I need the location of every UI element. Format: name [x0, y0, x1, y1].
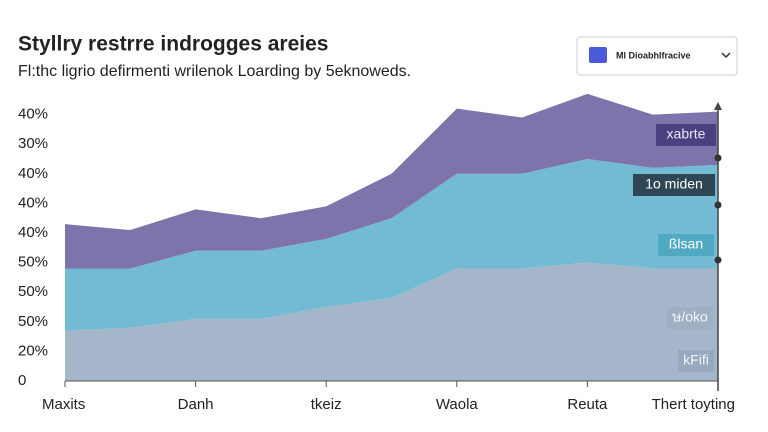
annotation-box	[678, 350, 714, 372]
annotation-box	[667, 307, 713, 329]
y-tick-label: 30%	[18, 135, 48, 152]
x-tick-label: Reuta	[567, 396, 608, 413]
area	[65, 262, 718, 381]
x-tick-label: Thert toyting	[652, 396, 735, 413]
y-tick-label: 50%	[18, 254, 48, 271]
y-tick-label: 0	[18, 372, 26, 389]
y-tick-label: 40%	[18, 194, 48, 211]
y-tick-label: 40%	[18, 106, 48, 123]
x-tick-label: Waola	[436, 396, 479, 413]
chart-subtitle: Fl:thc ligrio defirmenti wrilenok Loardi…	[18, 63, 411, 80]
area	[65, 93, 718, 269]
y-tick-label: 20%	[18, 342, 48, 359]
rail-dot	[714, 256, 722, 264]
dropdown-label: Ml Dioabhlfracive	[616, 50, 691, 60]
annotation: 1o miden	[645, 176, 703, 192]
annotation-box	[656, 124, 716, 146]
x-tick-label: tkeiz	[311, 396, 342, 413]
area	[65, 159, 718, 331]
y-tick-label: 50%	[18, 283, 48, 300]
x-tick-label: Maxits	[42, 396, 85, 413]
dropdown-chevron	[721, 52, 731, 59]
annotation: kFifi	[683, 352, 709, 368]
annotation-box	[658, 234, 714, 256]
y-tick-label: 40%	[18, 165, 48, 182]
annotation: ษ/oko	[672, 309, 708, 325]
rail-arrow	[714, 102, 722, 110]
dropdown-icon	[589, 47, 607, 63]
x-tick-label: Danh	[178, 396, 214, 413]
annotation-box	[633, 174, 715, 196]
y-tick-label: 50%	[18, 313, 48, 330]
rail-dot	[714, 154, 722, 162]
dropdown[interactable]: Ml Dioabhlfracive	[576, 36, 738, 76]
annotation: xabrte	[667, 126, 706, 142]
y-tick-label: 40%	[18, 224, 48, 241]
chart-title: Styllry restrre indrogges areies	[18, 33, 328, 56]
dropdown-box[interactable]	[576, 36, 738, 76]
annotation: ßlsan	[669, 236, 703, 252]
rail-dot	[714, 201, 722, 209]
